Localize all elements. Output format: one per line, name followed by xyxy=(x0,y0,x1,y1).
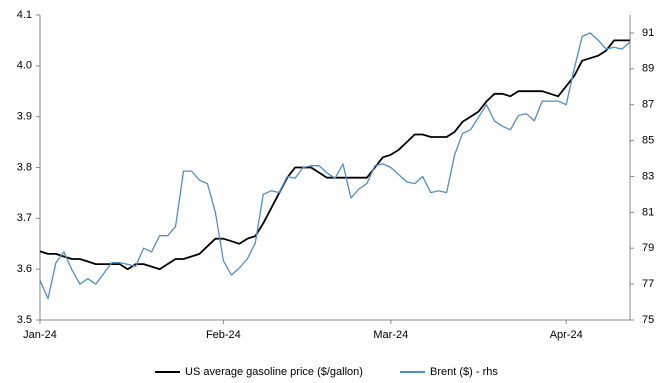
y-tick-label: 3.7 xyxy=(17,212,32,224)
x-tick-label: Feb-24 xyxy=(206,329,241,341)
y-tick-label: 4.0 xyxy=(17,60,32,72)
y2-tick-label: 75 xyxy=(642,314,654,326)
series-line xyxy=(39,32,631,300)
y2-tick-label: 83 xyxy=(642,170,654,182)
y-tick-label: 3.5 xyxy=(17,314,32,326)
y2-tick-label: 89 xyxy=(642,63,654,75)
y-tick-label: 3.9 xyxy=(17,111,32,123)
x-tick-label: Mar-24 xyxy=(373,329,408,341)
y-tick-label: 3.6 xyxy=(17,263,32,275)
y2-tick-label: 87 xyxy=(642,99,654,111)
y2-tick-label: 77 xyxy=(642,278,654,290)
x-tick-label: Apr-24 xyxy=(550,329,583,341)
legend-label: Brent ($) - rhs xyxy=(430,366,498,378)
x-tick-label: Jan-24 xyxy=(23,329,57,341)
y2-tick-label: 79 xyxy=(642,242,654,254)
y-tick-label: 3.8 xyxy=(17,161,32,173)
legend-label: US average gasoline price ($/gallon) xyxy=(185,366,363,378)
y2-tick-label: 91 xyxy=(642,27,654,39)
y2-tick-label: 85 xyxy=(642,134,654,146)
y2-tick-label: 81 xyxy=(642,206,654,218)
series-line xyxy=(39,39,630,271)
y-tick-label: 4.1 xyxy=(17,9,32,21)
